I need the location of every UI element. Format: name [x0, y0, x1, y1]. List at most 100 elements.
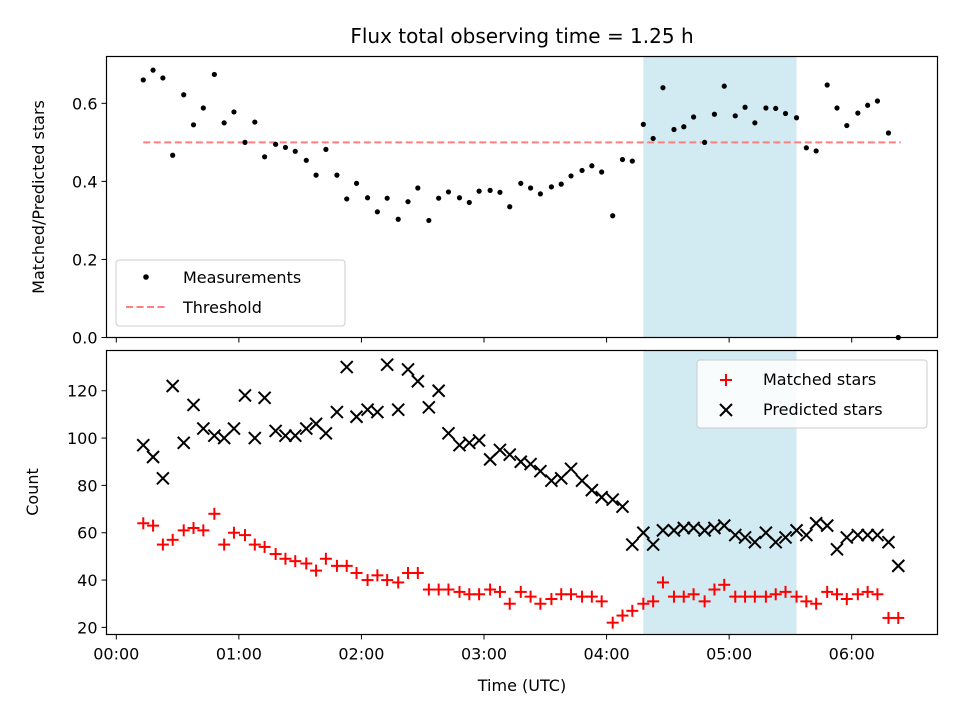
- matched-star-point: [840, 593, 853, 605]
- predicted-star-point: [503, 447, 517, 462]
- matched-star-point: [473, 588, 486, 601]
- measurement-point: [334, 172, 340, 178]
- x-tick-label: 02:00: [338, 645, 384, 664]
- matched-star-point: [218, 538, 231, 551]
- matched-star-point: [687, 588, 700, 601]
- matched-star-point: [606, 616, 619, 629]
- matched-star-point: [361, 574, 374, 587]
- matched-star-point: [442, 583, 455, 596]
- measurement-point: [629, 158, 635, 164]
- predicted-star-point: [820, 518, 834, 533]
- predicted-star-point: [891, 559, 905, 573]
- matched-star-point: [821, 585, 834, 598]
- matched-star-point: [453, 585, 466, 598]
- top-y-tick-label: 0.4: [72, 172, 97, 191]
- measurement-point: [711, 111, 718, 117]
- predicted-star-point: [319, 426, 333, 441]
- matched-star-point: [595, 595, 608, 608]
- top-legend: Measurements Threshold: [115, 259, 346, 327]
- measurement-point: [323, 146, 329, 152]
- measurement-point: [579, 167, 585, 174]
- measurement-point: [160, 75, 166, 81]
- legend-matched-label: Matched stars: [763, 370, 876, 389]
- predicted-star-point: [370, 405, 385, 419]
- matched-star-point: [708, 583, 721, 596]
- bottom-y-tick-label: 20: [77, 618, 97, 637]
- measurement-point: [671, 126, 677, 133]
- matched-star-point: [851, 588, 864, 601]
- predicted-star-point: [472, 433, 486, 448]
- measurement-point: [518, 180, 524, 186]
- predicted-star-point: [636, 526, 651, 540]
- bottom-y-tick-label: 80: [77, 476, 97, 495]
- predicted-star-point: [380, 357, 394, 372]
- predicted-star-point: [462, 436, 477, 450]
- measurement-point: [181, 92, 187, 98]
- predicted-star-point: [778, 530, 793, 545]
- top-plot-frame: [105, 55, 939, 339]
- measurement-point: [599, 169, 605, 175]
- matched-star-point: [493, 585, 506, 598]
- chart-title: Flux total observing time = 1.25 h: [350, 24, 693, 48]
- measurement-point: [445, 189, 452, 195]
- predicted-star-point: [594, 490, 609, 504]
- matched-star-point: [166, 533, 179, 546]
- matched-star-point: [279, 552, 292, 565]
- x-tick-label: 00:00: [93, 645, 139, 664]
- matched-star-point: [637, 597, 650, 610]
- predicted-star-point: [585, 483, 599, 497]
- legend-threshold-label: Threshold: [182, 298, 262, 317]
- top-legend-box: [115, 259, 346, 327]
- predicted-star-point: [830, 542, 844, 557]
- matched-star-point: [147, 519, 160, 532]
- predicted-star-point: [431, 384, 446, 398]
- predicted-star-point: [360, 402, 375, 417]
- matched-star-point: [381, 574, 394, 587]
- measurement-point: [568, 173, 574, 179]
- measurement-point: [273, 141, 279, 147]
- measurement-point: [415, 185, 421, 191]
- measurement-point: [292, 148, 298, 154]
- matched-star-point: [534, 597, 547, 610]
- measurement-point: [527, 185, 534, 191]
- measurement-point: [211, 71, 217, 78]
- predicted-star-point: [533, 464, 548, 478]
- bottom-y-axis: 20 40 60 80 100 120: [67, 382, 107, 637]
- measurement-point: [702, 139, 708, 145]
- matched-star-point: [310, 564, 323, 577]
- measurement-point: [813, 148, 819, 154]
- measurement-point: [660, 85, 666, 91]
- matched-star-point: [187, 522, 200, 534]
- predicted-star-point: [728, 528, 742, 542]
- measurement-point: [190, 122, 197, 128]
- measurement-point: [170, 152, 176, 158]
- ratio-plot: 0.0 0.2 0.4 0.6 Matched/Predicted stars Mea…: [29, 55, 939, 348]
- matched-star-point: [319, 552, 332, 565]
- predicted-star-point: [677, 521, 691, 535]
- predicted-star-point: [177, 436, 191, 450]
- measurement-point: [303, 157, 309, 163]
- measurement-point: [763, 105, 769, 111]
- measurement-point: [426, 217, 432, 224]
- predicted-star-point: [165, 379, 180, 393]
- predicted-star-point: [514, 455, 528, 469]
- highlight-region-top: [643, 56, 797, 338]
- matched-star-point: [484, 583, 497, 596]
- measurement-points: [140, 67, 901, 341]
- matched-star-point: [503, 597, 516, 610]
- matched-star-point: [137, 517, 150, 530]
- matched-star-point: [626, 604, 639, 617]
- matched-star-point: [790, 590, 803, 603]
- measurement-point: [344, 196, 350, 202]
- predicted-star-point: [769, 535, 783, 549]
- measurement-point: [558, 181, 564, 187]
- predicted-star-point: [391, 402, 405, 417]
- predicted-star-point: [717, 518, 731, 533]
- measurement-point: [384, 195, 390, 201]
- matched-star-point: [616, 609, 629, 622]
- measurement-point: [782, 110, 789, 117]
- measurement-point: [681, 124, 687, 130]
- measurement-point: [742, 104, 748, 110]
- bottom-x-axis: 00:00 01:00 02:00 03:00 04:00 05:00 06:00: [93, 634, 875, 664]
- measurement-point: [874, 98, 881, 104]
